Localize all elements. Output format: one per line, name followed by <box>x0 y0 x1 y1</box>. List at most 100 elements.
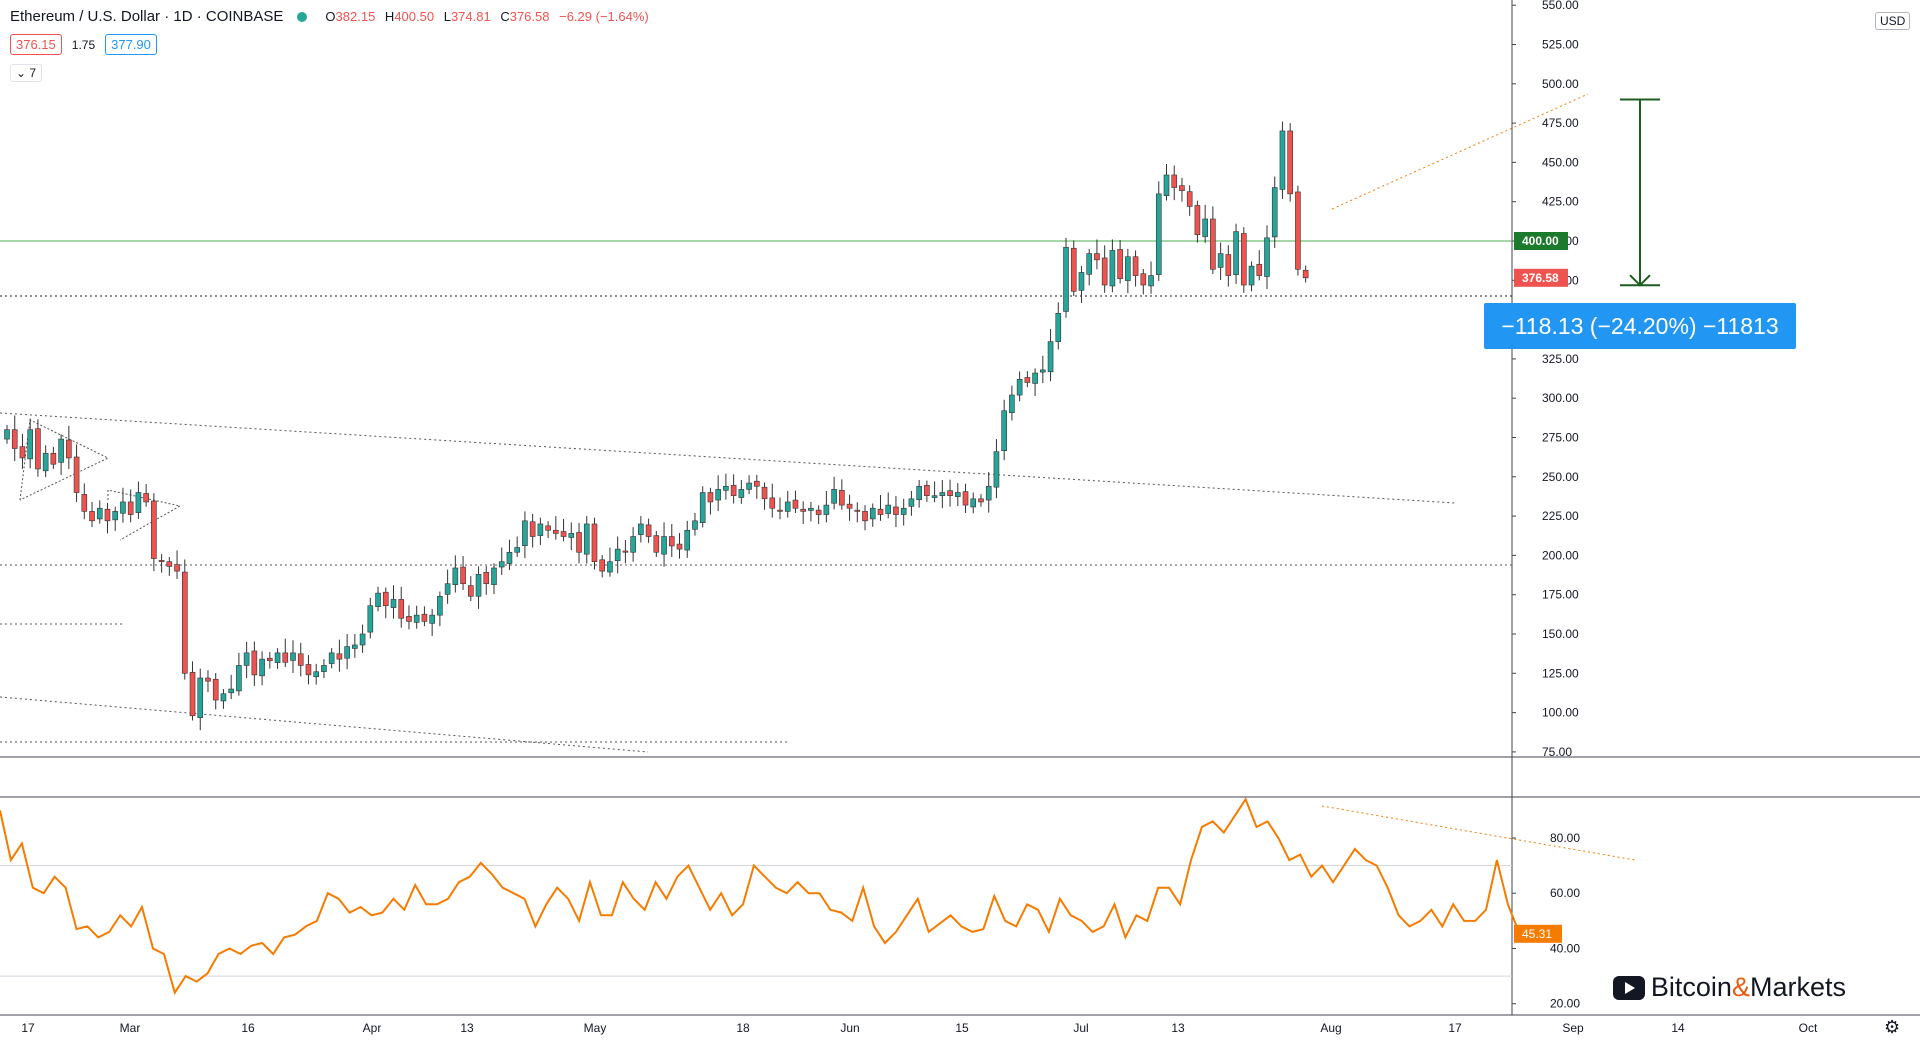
candle-body <box>4 429 10 440</box>
measure-arrow-head <box>1629 274 1651 287</box>
candle-body <box>839 490 845 506</box>
candle-body <box>1241 233 1247 286</box>
candle-body <box>398 599 405 619</box>
candle-body <box>267 657 273 662</box>
candle-body <box>1302 269 1309 279</box>
symbol-title[interactable]: Ethereum / U.S. Dollar · 1D · COINBASE <box>10 8 284 25</box>
candle-body <box>1109 250 1116 287</box>
indicators-toggle-button[interactable]: ⌄ 7 <box>10 64 43 82</box>
candle-body <box>212 678 219 701</box>
candle-body <box>1009 394 1015 413</box>
time-axis-label: Mar <box>120 1021 141 1035</box>
price-axis-label: 275.00 <box>1542 431 1579 445</box>
candle-body <box>1032 372 1038 384</box>
time-axis-label: Aug <box>1320 1021 1341 1035</box>
triangle-pattern <box>19 419 110 501</box>
candle-body <box>205 677 211 682</box>
price-axis-label: 100.00 <box>1542 706 1579 720</box>
candle-body <box>1001 410 1007 452</box>
time-axis-label: Jun <box>840 1021 859 1035</box>
candle-body <box>1125 256 1131 281</box>
candle-body <box>568 533 575 538</box>
candle-body <box>35 428 41 470</box>
candle-body <box>336 653 343 660</box>
candle-body <box>1070 247 1077 292</box>
rsi-axis-label: 60.00 <box>1550 886 1580 900</box>
bid-price[interactable]: 376.15 <box>10 34 62 55</box>
candle-body <box>939 492 946 496</box>
candle-body <box>1086 253 1092 275</box>
candle-body <box>1163 174 1170 197</box>
candle-body <box>19 446 26 459</box>
candle-body <box>274 652 281 663</box>
rsi-value-label: 45.31 <box>1522 927 1552 941</box>
candle-body <box>483 572 490 584</box>
candle-body <box>429 614 435 624</box>
candle-body <box>630 536 636 553</box>
candle-body <box>854 509 861 512</box>
price-axis-label: 225.00 <box>1542 509 1579 523</box>
open-value: 382.15 <box>335 9 376 24</box>
rsi-axis-label: 80.00 <box>1550 831 1580 845</box>
time-axis-label: Apr <box>363 1021 382 1035</box>
price-axis-label: 75.00 <box>1542 745 1572 759</box>
price-axis-label: 550.00 <box>1542 0 1579 12</box>
candle-body <box>444 583 451 595</box>
candle-body <box>135 492 142 513</box>
candle-body <box>259 658 265 677</box>
candle-body <box>545 525 551 531</box>
candle-body <box>1248 265 1255 286</box>
candle-body <box>58 438 64 463</box>
candle-body <box>42 452 49 472</box>
candle-body <box>1047 341 1054 373</box>
low-value: 374.81 <box>450 9 491 24</box>
ohlc-values: O382.15 H400.50 L374.81 C376.58 −6.29 (−… <box>325 9 654 24</box>
candle-body <box>11 429 18 449</box>
time-axis-label: 17 <box>21 1021 35 1035</box>
candle-body <box>1117 249 1123 280</box>
candle-series <box>4 121 1309 731</box>
candle-body <box>553 529 559 534</box>
ask-price[interactable]: 377.90 <box>105 34 157 55</box>
gear-icon[interactable]: ⚙ <box>1884 1017 1901 1037</box>
time-axis-label: 18 <box>736 1021 750 1035</box>
price-axis-label: 250.00 <box>1542 470 1579 484</box>
candle-body <box>831 489 837 504</box>
candle-body <box>893 506 899 515</box>
candle-body <box>251 650 258 676</box>
candle-body <box>792 499 799 509</box>
candle-body <box>978 498 984 503</box>
market-status-icon <box>297 11 308 22</box>
candle-body <box>367 605 374 633</box>
candle-body <box>800 508 806 512</box>
candle-body <box>522 520 528 546</box>
close-value: 376.58 <box>509 9 550 24</box>
candle-body <box>730 484 737 496</box>
price-axis-label: 450.00 <box>1542 155 1579 169</box>
price-axis-marker <box>1514 232 1568 250</box>
time-axis-label: 13 <box>1171 1021 1185 1035</box>
rsi-divergence-line <box>1321 805 1636 861</box>
candle-body <box>437 595 443 616</box>
low-label: L <box>443 9 451 24</box>
candle-body <box>692 520 698 530</box>
candle-body <box>993 451 1000 488</box>
candle-body <box>738 489 745 498</box>
candle-body <box>653 535 660 553</box>
candle-body <box>707 492 714 503</box>
rsi-axis-label: 20.00 <box>1550 997 1580 1011</box>
brand-watermark: Bitcoin & Markets <box>1612 972 1846 1003</box>
candle-body <box>120 501 126 514</box>
currency-button[interactable]: USD <box>1875 12 1911 30</box>
price-axis-label: 500.00 <box>1542 77 1579 91</box>
time-axis-label: 15 <box>955 1021 969 1035</box>
candle-body <box>1233 231 1239 275</box>
candle-body <box>1140 273 1147 286</box>
price-axis-label: 125.00 <box>1542 666 1579 680</box>
price-axis-label: 200.00 <box>1542 548 1579 562</box>
brand-part2: Markets <box>1749 972 1846 1002</box>
chevron-down-icon: ⌄ <box>16 66 27 80</box>
time-axis-label: 14 <box>1671 1021 1685 1035</box>
brand-amp: & <box>1731 972 1750 1002</box>
